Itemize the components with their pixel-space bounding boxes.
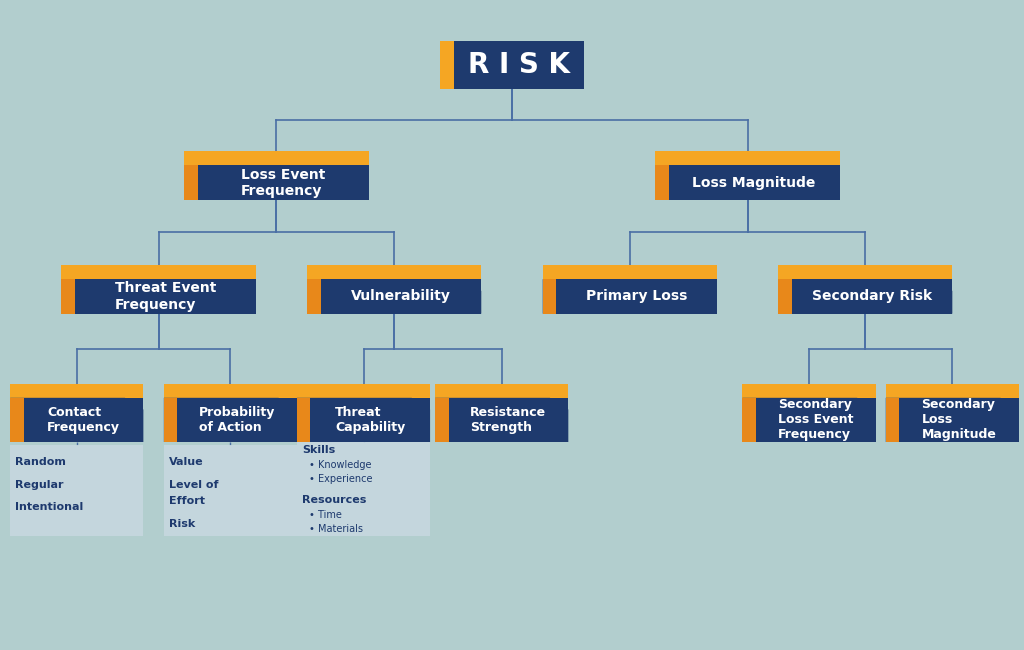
FancyBboxPatch shape: [307, 279, 321, 313]
FancyBboxPatch shape: [297, 398, 310, 442]
FancyBboxPatch shape: [886, 398, 1019, 442]
FancyBboxPatch shape: [184, 165, 369, 200]
Text: • Experience: • Experience: [309, 474, 373, 484]
FancyBboxPatch shape: [297, 384, 430, 398]
FancyBboxPatch shape: [61, 279, 256, 313]
FancyBboxPatch shape: [164, 398, 297, 442]
Text: Secondary
Loss Event
Frequency: Secondary Loss Event Frequency: [778, 398, 853, 441]
FancyBboxPatch shape: [10, 398, 143, 442]
Text: Risk: Risk: [169, 519, 196, 528]
FancyBboxPatch shape: [61, 279, 75, 313]
Polygon shape: [886, 398, 1019, 442]
Polygon shape: [307, 279, 481, 313]
Polygon shape: [184, 165, 369, 200]
FancyBboxPatch shape: [297, 398, 310, 442]
FancyBboxPatch shape: [655, 165, 840, 200]
Text: Intentional: Intentional: [15, 502, 84, 512]
Polygon shape: [61, 279, 256, 313]
Text: • Materials: • Materials: [309, 524, 364, 534]
FancyBboxPatch shape: [297, 398, 430, 442]
FancyBboxPatch shape: [655, 165, 669, 200]
FancyBboxPatch shape: [778, 279, 792, 313]
FancyBboxPatch shape: [61, 265, 256, 280]
Text: Vulnerability: Vulnerability: [351, 289, 451, 304]
FancyBboxPatch shape: [10, 398, 24, 442]
Text: Threat
Capability: Threat Capability: [335, 406, 406, 434]
Polygon shape: [435, 398, 568, 442]
FancyBboxPatch shape: [886, 384, 1019, 398]
FancyBboxPatch shape: [184, 151, 369, 166]
FancyBboxPatch shape: [10, 398, 24, 442]
Text: Regular: Regular: [15, 480, 63, 489]
Polygon shape: [742, 398, 876, 442]
FancyBboxPatch shape: [435, 398, 568, 442]
FancyBboxPatch shape: [164, 384, 297, 398]
FancyBboxPatch shape: [164, 398, 177, 442]
Text: Secondary Risk: Secondary Risk: [812, 289, 932, 304]
Text: Level of: Level of: [169, 480, 218, 489]
FancyBboxPatch shape: [886, 398, 899, 442]
FancyBboxPatch shape: [164, 445, 297, 536]
FancyBboxPatch shape: [655, 151, 840, 166]
Polygon shape: [655, 165, 840, 200]
Text: Probability
of Action: Probability of Action: [199, 406, 275, 434]
FancyBboxPatch shape: [440, 40, 454, 89]
Text: Value: Value: [169, 457, 204, 467]
Text: R I S K: R I S K: [468, 51, 569, 79]
FancyBboxPatch shape: [184, 165, 198, 200]
FancyBboxPatch shape: [543, 265, 717, 280]
FancyBboxPatch shape: [307, 265, 481, 280]
FancyBboxPatch shape: [886, 398, 899, 442]
Polygon shape: [543, 279, 717, 313]
FancyBboxPatch shape: [543, 279, 717, 313]
Text: Primary Loss: Primary Loss: [586, 289, 687, 304]
FancyBboxPatch shape: [184, 165, 198, 200]
Text: Skills: Skills: [302, 445, 335, 455]
FancyBboxPatch shape: [742, 398, 876, 442]
Text: Loss Event
Frequency: Loss Event Frequency: [241, 168, 326, 198]
FancyBboxPatch shape: [742, 384, 876, 398]
FancyBboxPatch shape: [778, 265, 952, 280]
FancyBboxPatch shape: [435, 398, 449, 442]
FancyBboxPatch shape: [742, 398, 756, 442]
Text: Loss Magnitude: Loss Magnitude: [692, 176, 816, 190]
FancyBboxPatch shape: [778, 279, 952, 313]
FancyBboxPatch shape: [543, 279, 556, 313]
Polygon shape: [297, 398, 430, 442]
FancyBboxPatch shape: [10, 384, 143, 398]
FancyBboxPatch shape: [435, 398, 449, 442]
Polygon shape: [164, 398, 297, 442]
FancyBboxPatch shape: [435, 384, 568, 398]
FancyBboxPatch shape: [61, 279, 75, 313]
Polygon shape: [10, 398, 143, 442]
FancyBboxPatch shape: [742, 398, 756, 442]
Text: Effort: Effort: [169, 496, 205, 506]
Text: Random: Random: [15, 457, 67, 467]
Text: • Knowledge: • Knowledge: [309, 460, 372, 469]
Text: Threat Event
Frequency: Threat Event Frequency: [115, 281, 216, 311]
Text: Contact
Frequency: Contact Frequency: [47, 406, 120, 434]
FancyBboxPatch shape: [297, 436, 430, 536]
FancyBboxPatch shape: [778, 279, 792, 313]
Text: Resistance
Strength: Resistance Strength: [470, 406, 547, 434]
FancyBboxPatch shape: [307, 279, 481, 313]
FancyBboxPatch shape: [454, 40, 584, 89]
FancyBboxPatch shape: [10, 445, 143, 536]
Text: Resources: Resources: [302, 495, 367, 505]
Text: • Time: • Time: [309, 510, 342, 519]
FancyBboxPatch shape: [307, 279, 321, 313]
FancyBboxPatch shape: [164, 398, 177, 442]
FancyBboxPatch shape: [543, 279, 556, 313]
Polygon shape: [778, 279, 952, 313]
FancyBboxPatch shape: [655, 165, 669, 200]
Text: Secondary
Loss
Magnitude: Secondary Loss Magnitude: [922, 398, 996, 441]
